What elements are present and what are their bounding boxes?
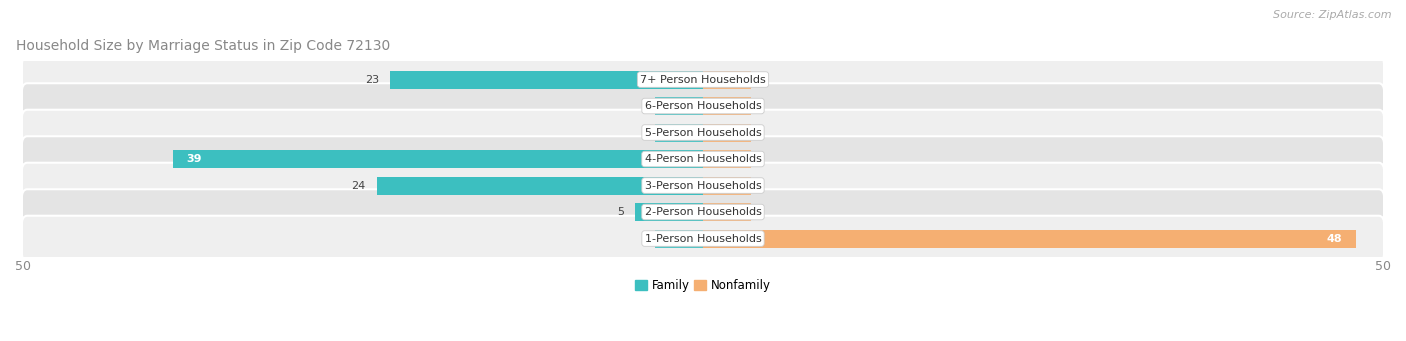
Text: 0: 0: [714, 101, 721, 111]
FancyBboxPatch shape: [21, 136, 1385, 182]
Text: 39: 39: [186, 154, 201, 164]
Text: 0: 0: [685, 128, 692, 137]
Bar: [703, 71, 751, 89]
Bar: [703, 203, 751, 221]
Bar: [703, 229, 1355, 248]
Bar: [703, 123, 751, 142]
Bar: [636, 203, 703, 221]
Text: 3-Person Households: 3-Person Households: [644, 180, 762, 191]
Text: 6-Person Households: 6-Person Households: [644, 101, 762, 111]
Legend: Family, Nonfamily: Family, Nonfamily: [633, 277, 773, 294]
Text: 1-Person Households: 1-Person Households: [644, 234, 762, 243]
Text: 0: 0: [714, 75, 721, 85]
Bar: [655, 97, 703, 115]
Text: 7+ Person Households: 7+ Person Households: [640, 75, 766, 85]
Text: Source: ZipAtlas.com: Source: ZipAtlas.com: [1274, 10, 1392, 20]
Text: 0: 0: [685, 101, 692, 111]
Text: 5: 5: [617, 207, 624, 217]
Bar: [377, 177, 703, 195]
Bar: [655, 229, 703, 248]
Text: 0: 0: [714, 128, 721, 137]
FancyBboxPatch shape: [21, 163, 1385, 208]
Text: 0: 0: [714, 207, 721, 217]
Text: 24: 24: [352, 180, 366, 191]
FancyBboxPatch shape: [21, 83, 1385, 129]
Bar: [655, 123, 703, 142]
Bar: [391, 71, 703, 89]
FancyBboxPatch shape: [21, 57, 1385, 102]
Text: Household Size by Marriage Status in Zip Code 72130: Household Size by Marriage Status in Zip…: [17, 39, 391, 53]
Text: 48: 48: [1327, 234, 1343, 243]
FancyBboxPatch shape: [21, 216, 1385, 261]
Text: 0: 0: [714, 180, 721, 191]
Text: 2-Person Households: 2-Person Households: [644, 207, 762, 217]
Bar: [703, 150, 751, 168]
FancyBboxPatch shape: [21, 110, 1385, 155]
Text: 0: 0: [685, 234, 692, 243]
Text: 5-Person Households: 5-Person Households: [644, 128, 762, 137]
Text: 4-Person Households: 4-Person Households: [644, 154, 762, 164]
Bar: [703, 97, 751, 115]
FancyBboxPatch shape: [21, 189, 1385, 235]
Text: 23: 23: [366, 75, 380, 85]
Bar: [173, 150, 703, 168]
Text: 0: 0: [714, 154, 721, 164]
Bar: [703, 177, 751, 195]
